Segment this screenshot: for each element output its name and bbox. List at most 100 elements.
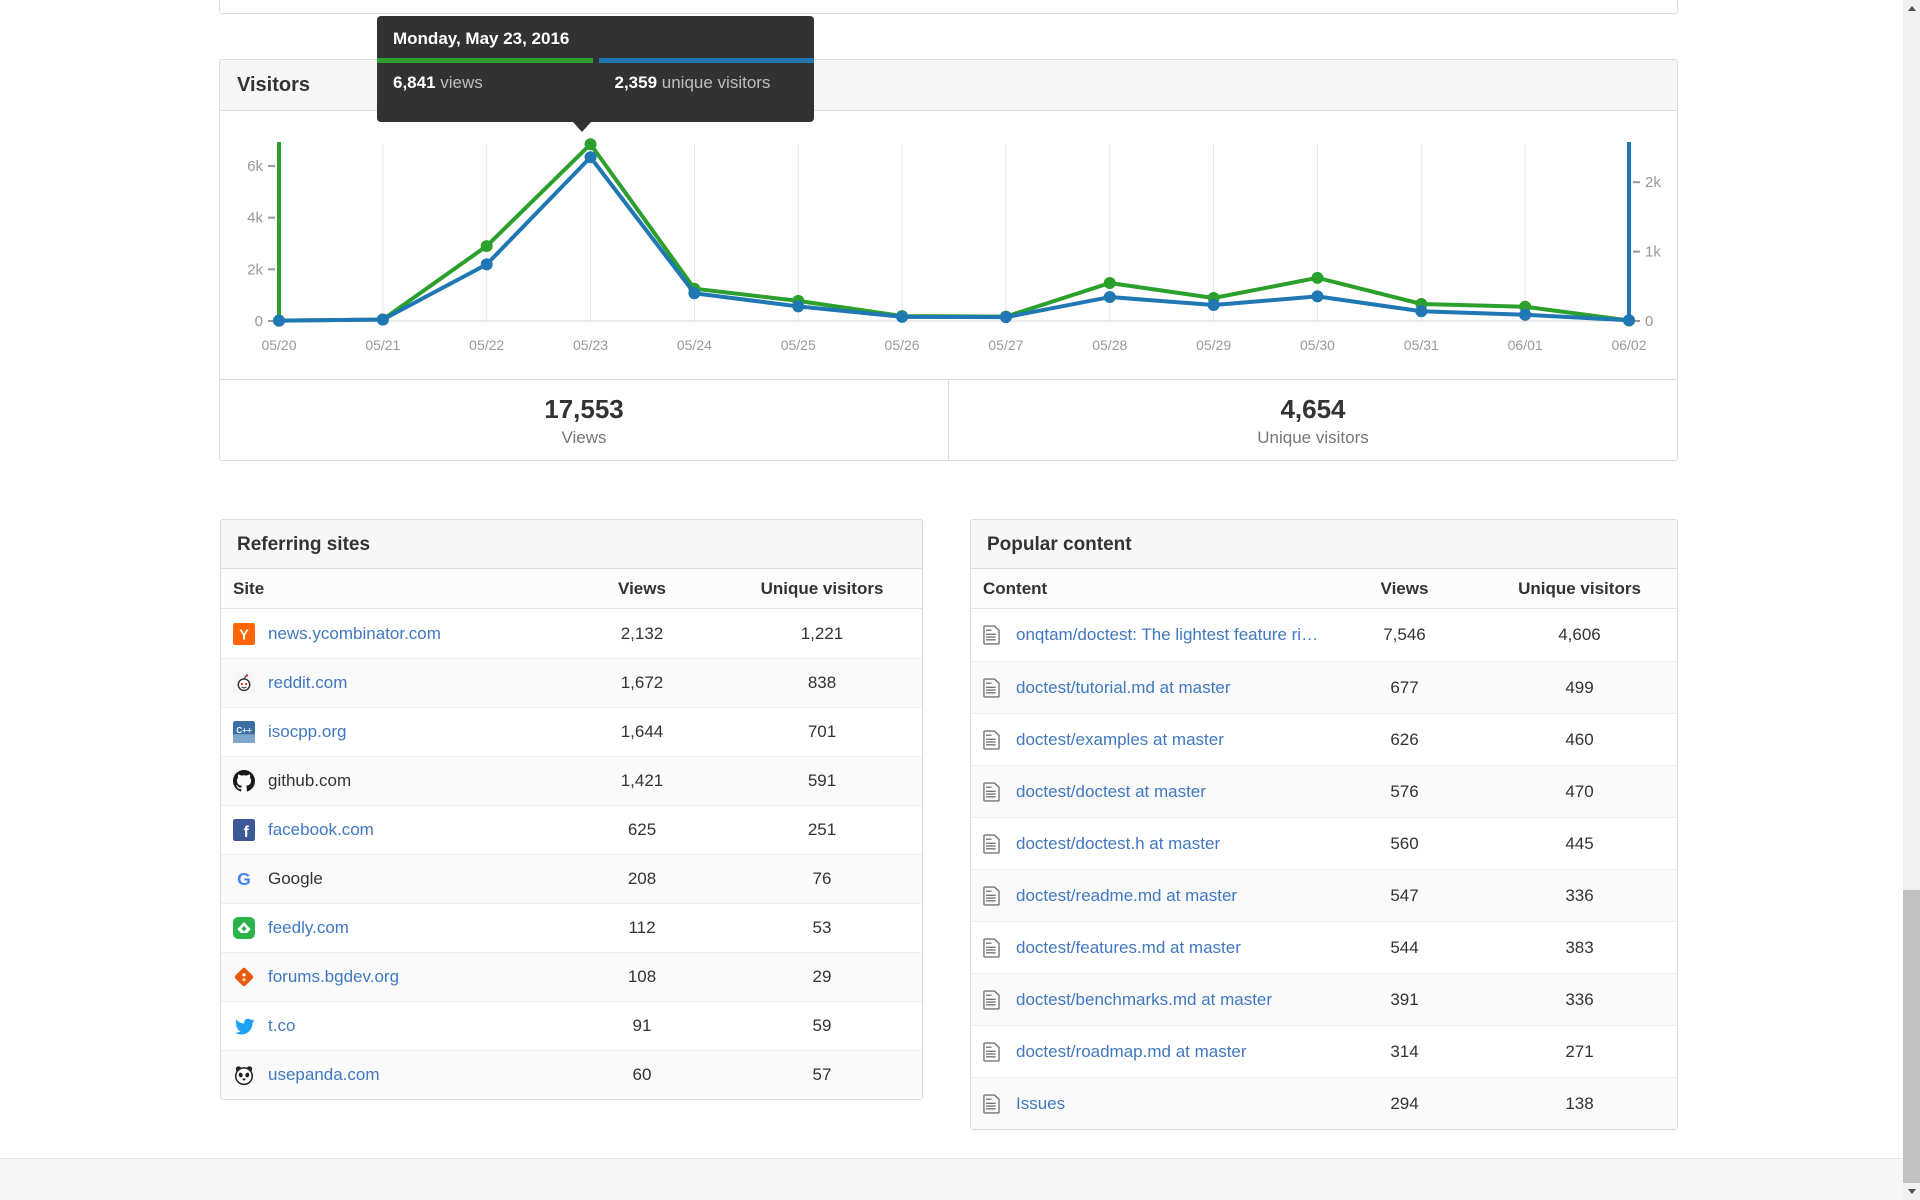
table-row: doctest/features.md at master 544 383 bbox=[971, 921, 1677, 973]
content-link[interactable]: doctest/roadmap.md at master bbox=[1016, 1041, 1247, 1061]
summary-row: 17,553 Views 4,654 Unique visitors bbox=[220, 379, 1677, 461]
site-link[interactable]: news.ycombinator.com bbox=[268, 623, 441, 643]
total-unique-cell: 4,654 Unique visitors bbox=[948, 380, 1677, 461]
site-link[interactable]: feedly.com bbox=[268, 918, 349, 937]
content-link[interactable]: doctest/benchmarks.md at master bbox=[1016, 989, 1273, 1009]
tooltip-values: 6,841 views 2,359 unique visitors bbox=[377, 58, 814, 93]
tooltip-unique-column: 2,359 unique visitors bbox=[598, 58, 814, 93]
views-value: 91 bbox=[632, 1016, 652, 1035]
views-value: 1,421 bbox=[620, 771, 664, 790]
scrollbar-up-button[interactable] bbox=[1903, 0, 1920, 17]
content-link[interactable]: doctest/tutorial.md at master bbox=[1016, 677, 1231, 697]
unique-visitors-point-05/26[interactable] bbox=[896, 310, 909, 323]
file-icon bbox=[983, 937, 1000, 959]
x-axis-date-label: 05/21 bbox=[365, 337, 400, 353]
right-axis-tick-label: 2k bbox=[1645, 174, 1661, 191]
unique-visitors-point-05/22[interactable] bbox=[480, 258, 493, 271]
footer-band bbox=[0, 1158, 1903, 1200]
tooltip-unique-label: unique visitors bbox=[657, 73, 771, 92]
views-value: 1,644 bbox=[620, 722, 664, 741]
views-value: 626 bbox=[1390, 729, 1419, 749]
unique-visitors-value: 251 bbox=[807, 820, 837, 839]
unique-visitors-value: 1,221 bbox=[800, 623, 844, 643]
content-link[interactable]: doctest/doctest at master bbox=[1016, 781, 1206, 801]
visitors-line-chart[interactable]: 0 2k 4k 6k 0 1k 2k 05/20 05/21 05/22 05/23 05/24 05/… bbox=[220, 111, 1677, 379]
unique-visitors-value: 460 bbox=[1565, 729, 1594, 749]
x-axis-date-label: 05/24 bbox=[677, 337, 712, 353]
unique-visitors-point-05/23[interactable] bbox=[584, 151, 597, 164]
total-views-value: 17,553 bbox=[544, 393, 624, 424]
unique-visitors-point-06/01[interactable] bbox=[1519, 308, 1532, 321]
tooltip-views-label: views bbox=[435, 73, 483, 92]
content-cell: doctest/features.md at master bbox=[971, 937, 1327, 959]
x-axis-date-label: 05/20 bbox=[261, 337, 296, 353]
site-cell: usepanda.com bbox=[221, 1064, 562, 1086]
views-value: 391 bbox=[1390, 989, 1419, 1009]
unique-visitors-value: 271 bbox=[1565, 1041, 1594, 1061]
referring-sites-header: Referring sites bbox=[221, 520, 922, 569]
unique-visitors-value: 336 bbox=[1565, 885, 1594, 905]
content-link[interactable]: doctest/examples at master bbox=[1016, 729, 1224, 749]
scrollbar-down-button[interactable] bbox=[1903, 1183, 1920, 1200]
popular-column-headers: Content Views Unique visitors bbox=[971, 569, 1677, 609]
left-axis-tick-label: 0 bbox=[255, 313, 263, 330]
panel-title-referring-sites: Referring sites bbox=[237, 534, 371, 555]
popular-content-header: Popular content bbox=[971, 520, 1677, 569]
unique-visitors-point-05/31[interactable] bbox=[1415, 305, 1428, 318]
unique-visitors-point-05/24[interactable] bbox=[688, 287, 701, 300]
svg-text:C++: C++ bbox=[236, 726, 252, 735]
vertical-scrollbar[interactable] bbox=[1903, 0, 1920, 1200]
total-unique-label: Unique visitors bbox=[1257, 427, 1369, 447]
table-row: G Google 208 76 bbox=[221, 854, 922, 903]
content-cell: doctest/readme.md at master bbox=[971, 885, 1327, 907]
site-link[interactable]: isocpp.org bbox=[268, 722, 347, 741]
unique-visitors-point-06/02[interactable] bbox=[1623, 314, 1635, 327]
site-link[interactable]: usepanda.com bbox=[268, 1065, 380, 1084]
site-link[interactable]: forums.bgdev.org bbox=[268, 967, 400, 986]
right-axis-tick-label: 0 bbox=[1645, 313, 1653, 330]
file-icon bbox=[983, 781, 1000, 803]
bgdev-icon bbox=[233, 966, 255, 988]
column-header-unique: Unique visitors bbox=[760, 578, 884, 598]
unique-visitors-value: 383 bbox=[1565, 937, 1594, 957]
table-row: doctest/benchmarks.md at master 391 336 bbox=[971, 973, 1677, 1025]
site-link: github.com bbox=[268, 771, 352, 790]
site-cell: f facebook.com bbox=[221, 819, 562, 841]
content-link[interactable]: doctest/readme.md at master bbox=[1016, 885, 1238, 905]
unique-visitors-point-05/27[interactable] bbox=[999, 311, 1012, 324]
content-link[interactable]: doctest/features.md at master bbox=[1016, 937, 1241, 957]
views-point-05/28[interactable] bbox=[1103, 277, 1116, 290]
popular-content-panel: Popular content Content Views Unique vis… bbox=[970, 519, 1678, 1130]
panel-title-visitors: Visitors bbox=[237, 74, 310, 96]
views-point-05/30[interactable] bbox=[1311, 271, 1324, 284]
site-cell: github.com bbox=[221, 770, 562, 792]
content-cell: doctest/benchmarks.md at master bbox=[971, 989, 1327, 1011]
site-link[interactable]: facebook.com bbox=[268, 820, 374, 839]
unique-visitors-point-05/29[interactable] bbox=[1207, 299, 1220, 312]
scrollbar-thumb[interactable] bbox=[1903, 890, 1920, 1183]
unique-visitors-point-05/28[interactable] bbox=[1103, 291, 1116, 304]
twitter-icon bbox=[233, 1015, 255, 1037]
file-icon bbox=[983, 989, 1000, 1011]
unique-visitors-point-05/21[interactable] bbox=[376, 313, 389, 326]
down-arrow-icon bbox=[1907, 1189, 1916, 1194]
views-value: 208 bbox=[627, 869, 657, 888]
github-icon bbox=[233, 770, 255, 792]
reddit-icon bbox=[233, 672, 255, 694]
content-link[interactable]: Issues bbox=[1016, 1093, 1066, 1113]
unique-visitors-point-05/30[interactable] bbox=[1311, 290, 1324, 303]
visitors-chart-area: 0 2k 4k 6k 0 1k 2k 05/20 05/21 05/22 05/23 05/24 05/… bbox=[220, 111, 1677, 379]
unique-visitors-point-05/25[interactable] bbox=[792, 300, 805, 313]
left-axis-tick-label: 6k bbox=[247, 158, 263, 175]
unique-visitors-point-05/20[interactable] bbox=[273, 314, 285, 327]
site-link[interactable]: t.co bbox=[268, 1016, 296, 1035]
content-link[interactable]: doctest/doctest.h at master bbox=[1016, 833, 1221, 853]
content-link[interactable]: onqtam/doctest: The lightest feature ric… bbox=[1016, 625, 1327, 644]
site-link[interactable]: reddit.com bbox=[268, 673, 348, 692]
views-point-05/23[interactable] bbox=[584, 138, 597, 151]
table-row: usepanda.com 60 57 bbox=[221, 1050, 922, 1099]
views-point-05/22[interactable] bbox=[480, 240, 493, 253]
views-line bbox=[277, 142, 1631, 323]
views-value: 112 bbox=[628, 918, 656, 937]
